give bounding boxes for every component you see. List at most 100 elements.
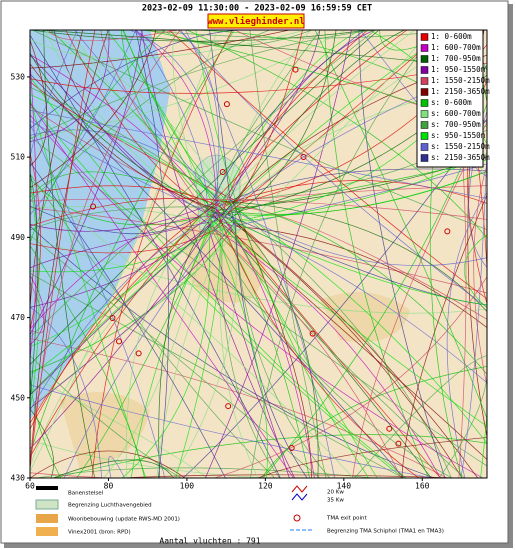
legend-swatch (420, 33, 429, 41)
flight-track (30, 225, 435, 478)
y-tick-label: 490 (11, 233, 26, 242)
flight-track (221, 180, 487, 206)
flight-track (236, 206, 487, 320)
exit-point (90, 203, 97, 210)
flight-track (30, 178, 40, 409)
flight-track (30, 30, 376, 140)
flight-track (30, 450, 185, 478)
flight-track (30, 52, 223, 217)
flight-track (314, 30, 487, 419)
legend: 1: 0-600m 1: 600-700m 1: 700-950m 1: 950-15… (416, 29, 490, 168)
exit-point (109, 314, 116, 321)
flight-track (439, 374, 487, 478)
flight-track (30, 30, 270, 202)
flight-track (473, 164, 487, 387)
legend-label: 1: 2150-3650m (431, 87, 490, 96)
legend-label: 1: 600-700m (431, 43, 481, 52)
housing-swatch (36, 514, 58, 523)
x-tick-label: 160 (415, 482, 430, 491)
vinex-swatch (36, 527, 58, 536)
legend-swatch (420, 55, 429, 63)
flight-track (103, 209, 211, 478)
flight-track (232, 30, 405, 205)
flight-track (222, 30, 368, 214)
flight-track (123, 30, 233, 207)
flight-track (249, 30, 327, 478)
flight-track (50, 30, 227, 215)
flight-track (30, 198, 487, 220)
flight-track (30, 30, 376, 338)
flight-track (221, 171, 487, 215)
legend-swatch (420, 132, 429, 140)
legend-swatch (420, 88, 429, 96)
key: Banenstelsel Begrenzing Luchthavengebied… (35, 485, 444, 536)
flight-track (30, 129, 235, 204)
exit-point (135, 350, 142, 357)
key-label: Banenstelsel (68, 491, 104, 497)
exit-point (292, 66, 299, 73)
legend-label: s: 700-950m (431, 120, 481, 129)
flight-track (178, 30, 220, 220)
flight-track (30, 185, 222, 208)
flight-track (261, 366, 487, 478)
exit-point (395, 440, 402, 447)
flight-track (30, 30, 218, 472)
flight-track (37, 467, 374, 478)
flight-track (214, 30, 416, 211)
flight-track (91, 30, 233, 478)
flight-track (224, 30, 311, 208)
flight-track (232, 219, 478, 478)
flight-track (30, 234, 321, 478)
flight-track (30, 161, 226, 478)
flight-track (207, 225, 290, 478)
flight-track (125, 208, 212, 478)
flight-track (30, 123, 166, 478)
flight-track (234, 202, 330, 478)
site-link[interactable]: www.vlieghinder.nl (207, 16, 305, 27)
flight-track (212, 30, 365, 201)
flight-track (30, 62, 487, 94)
flight-track (54, 434, 487, 478)
flight-track (207, 224, 402, 478)
legend-label: s: 600-700m (431, 109, 481, 118)
flight-track (158, 211, 217, 478)
flight-track (233, 209, 487, 266)
flight-track (358, 30, 446, 478)
site-badge (207, 13, 305, 29)
legend-label: s: 1550-2150m (431, 142, 490, 151)
flight-track (135, 30, 209, 218)
x-tick-label: 80 (104, 482, 114, 491)
exit-point (223, 101, 230, 108)
flight-count: Aantal vluchten : 791 (159, 537, 260, 546)
exit-point (300, 153, 307, 160)
flight-track (30, 245, 145, 478)
flight-track (30, 30, 181, 465)
flight-track (236, 226, 487, 328)
flight-track (120, 474, 459, 478)
flight-track (30, 206, 208, 231)
flight-track (108, 456, 125, 478)
legend-swatch (420, 143, 429, 151)
flight-track (207, 221, 465, 478)
legend-label: 1: 1550-2150m (431, 76, 490, 85)
flight-track (219, 206, 319, 478)
flight-track (30, 374, 208, 478)
flight-track (217, 212, 420, 478)
flight-track (224, 30, 445, 217)
flight-track (352, 122, 487, 478)
flight-track (47, 30, 178, 42)
flight-track (30, 63, 216, 209)
flight-track (30, 207, 487, 294)
flight-track (175, 214, 221, 478)
flight-track (30, 114, 484, 478)
flight-track (214, 207, 315, 478)
flight-track (30, 173, 275, 478)
flight-track (135, 30, 170, 478)
x-tick-label: 100 (180, 482, 195, 491)
key-label: 35 Kw (327, 498, 344, 504)
flight-track (30, 228, 218, 273)
flight-track (227, 30, 375, 203)
flight-track (30, 102, 294, 478)
key-label: Woonbebouwing (update RWS-MD 2001) (68, 517, 180, 523)
